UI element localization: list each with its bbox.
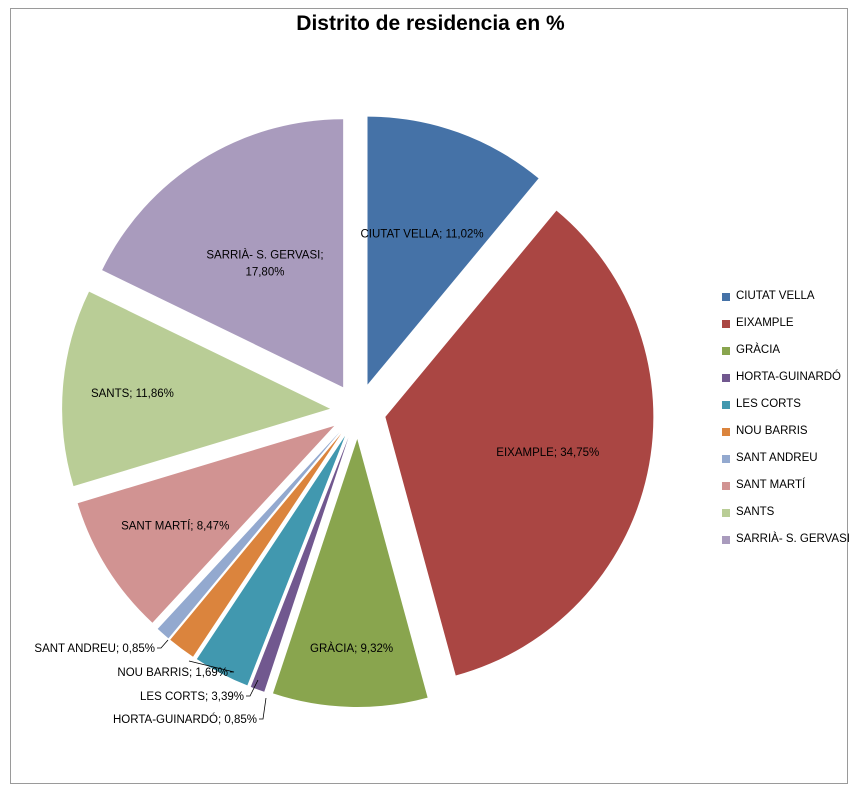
legend-label: EIXAMPLE <box>736 317 794 329</box>
legend-swatch <box>722 482 730 490</box>
slice-sarri-s-gervasi <box>102 119 344 388</box>
slice-gr-cia <box>272 438 428 707</box>
legend-swatch <box>722 347 730 355</box>
legend-swatch <box>722 455 730 463</box>
legend-swatch <box>722 536 730 544</box>
legend-swatch <box>722 374 730 382</box>
leader-line <box>188 660 235 673</box>
slice-sants <box>62 291 331 487</box>
leader-line <box>157 639 169 649</box>
data-label: GRÀCIA; 9,32% <box>310 642 393 655</box>
slice-sant-mart- <box>77 425 335 623</box>
data-label: CIUTAT VELLA; 11,02% <box>360 228 483 240</box>
chart-title: Distrito de residencia en % <box>296 12 565 35</box>
legend-label: NOU BARRIS <box>736 425 808 437</box>
slice-ciutat-vella <box>367 116 539 385</box>
data-label: LES CORTS; 3,39% <box>140 691 244 703</box>
legend-label: CIUTAT VELLA <box>736 290 815 302</box>
leader-line <box>246 679 259 697</box>
legend-label: HORTA-GUINARDÓ <box>736 371 841 383</box>
leader-line <box>259 697 267 720</box>
legend-swatch <box>722 320 730 328</box>
data-label: SANT ANDREU; 0,85% <box>34 643 155 655</box>
slice-sant-andreu <box>157 432 340 639</box>
data-label: EIXAMPLE; 34,75% <box>496 447 599 459</box>
data-label: SARRIÀ- S. GERVASI; 17,80% <box>206 248 323 278</box>
data-label: SANT MARTÍ; 8,47% <box>121 519 229 532</box>
legend-label: LES CORTS <box>736 398 801 410</box>
legend-swatch <box>722 509 730 517</box>
data-label: NOU BARRIS; 1,69% <box>117 667 228 679</box>
legend-label: SANTS <box>736 506 775 518</box>
legend-label: GRÀCIA <box>736 344 781 356</box>
slice-les-corts <box>196 435 346 686</box>
data-label: HORTA-GUINARDÓ; 0,85% <box>113 713 257 726</box>
legend-swatch <box>722 428 730 436</box>
legend-label: SARRIÀ- S. GERVASI <box>736 533 850 545</box>
legend-label: SANT ANDREU <box>736 452 818 464</box>
slice-horta-guinard- <box>250 437 349 692</box>
legend-swatch <box>722 293 730 301</box>
legend-label: SANT MARTÍ <box>736 479 806 491</box>
data-label: SANTS; 11,86% <box>91 388 174 400</box>
slice-eixample <box>385 210 654 676</box>
slice-nou-barris <box>170 433 342 657</box>
legend-swatch <box>722 401 730 409</box>
